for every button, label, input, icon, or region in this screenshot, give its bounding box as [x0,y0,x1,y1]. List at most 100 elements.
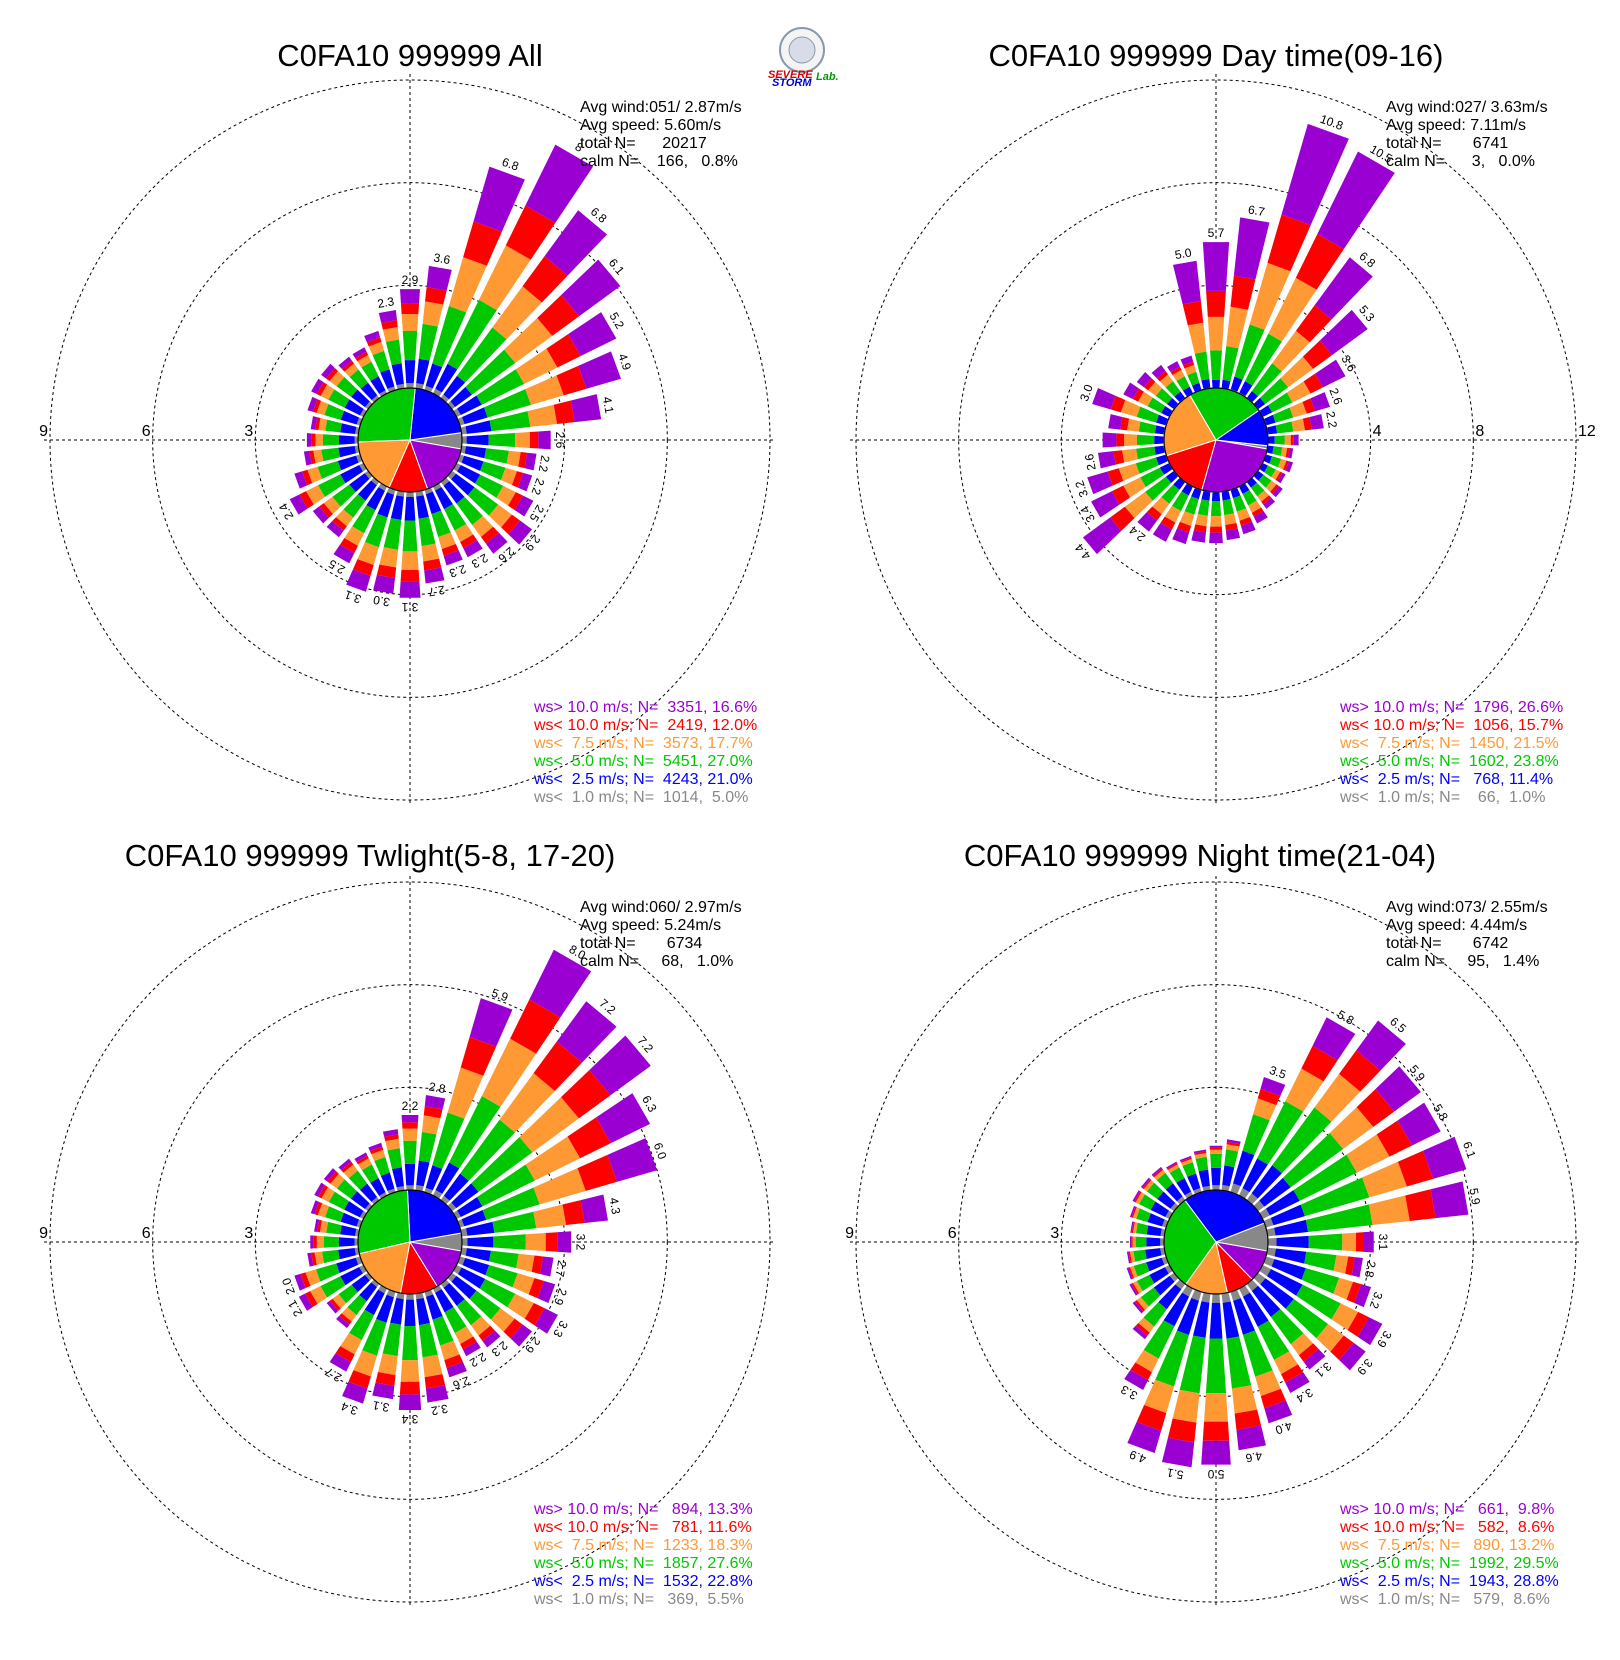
bar-segment-lt5 [1136,434,1155,446]
bar-segment-gt10 [346,569,371,592]
bar-segment-lt75 [472,516,494,537]
bar-segment-lt75 [1342,1232,1356,1252]
bar-segment-lt10 [1167,1418,1197,1443]
bar-segment-gt10 [303,450,312,466]
bar-segment-lt5 [1140,467,1165,488]
bar-segment-lt75 [421,1115,441,1135]
bar-segment-lt25 [349,473,370,493]
bar-segment-lt10 [1193,524,1207,533]
bar-segment-lt25 [462,1258,490,1276]
bar-segment-lt5 [1234,324,1265,380]
bar-segment-lt5 [1155,388,1173,405]
bar-segment-gt10 [1201,1440,1231,1465]
bar-segment-lt25 [1242,1292,1269,1327]
legend-entry-lt75: ws< 7.5 m/s; N= 890, 13.2% [1339,1537,1554,1554]
bar-segment-lt5 [1293,1154,1357,1201]
bar-segment-lt75 [470,1316,491,1336]
bar-segment-gt10 [1092,387,1116,410]
bar-segment-lt75 [1236,508,1250,521]
bar-segment-lt25 [466,1221,495,1236]
bar-segment-lt5 [1133,1262,1150,1277]
bar-segment-lt5 [492,1211,537,1233]
bar-segment-lt1 [453,408,461,418]
bar-segment-lt1 [432,483,442,491]
bar-segment-lt1 [1201,1292,1211,1303]
bar-segment-lt5 [475,474,504,498]
bar-segment-lt10 [1202,1421,1230,1441]
bar-segment-lt25 [434,486,453,510]
bar-segment-lt75 [1291,418,1305,432]
bar-segment-lt10 [318,1185,329,1199]
bar-segment-lt10 [1275,471,1283,482]
bar-segment-lt75 [1164,505,1182,523]
bar-segment-lt10 [1206,290,1226,317]
bar-segment-gt10 [326,1300,339,1314]
bar-total-label: 2.2 [402,1099,419,1113]
bar-segment-lt5 [372,350,390,373]
bar-total-label: 3.1 [401,600,418,614]
bar-segment-lt5 [343,494,366,518]
bar-segment-lt5 [336,1179,358,1199]
bar-segment-lt5 [418,516,436,547]
bar-segment-lt75 [378,1353,398,1376]
bar-segment-gt10 [373,574,395,594]
bar-segment-lt10 [1295,233,1344,290]
bar-segment-lt75 [1290,1333,1314,1356]
bar-segment-lt25 [1191,488,1202,500]
bar-total-label: 2.9 [551,1287,570,1308]
bar-segment-lt10 [577,1154,618,1191]
bar-segment-lt5 [432,1112,465,1169]
bar-total-label: 5.1 [1165,1465,1184,1482]
bar-segment-lt25 [1155,454,1168,466]
bar-segment-lt10 [1113,450,1125,465]
bar-segment-lt75 [379,547,399,568]
bar-segment-lt10 [1239,516,1253,526]
bar-segment-lt10 [339,1313,352,1325]
bar-segment-lt75 [525,1136,581,1181]
bar-segment-lt25 [443,375,466,400]
bar-segment-lt75 [1136,1297,1149,1311]
bar-segment-lt5 [361,1164,379,1183]
bar-segment-gt10 [607,1138,658,1182]
bar-segment-gt10 [544,210,608,276]
bar-segment-gt10 [1319,309,1368,355]
bar-segment-lt25 [1221,379,1231,389]
bar-segment-lt10 [1160,516,1176,530]
bar-segment-lt75 [1194,1152,1207,1159]
bar-segment-gt10 [294,1273,306,1291]
bar-segment-lt5 [403,1140,417,1164]
bar-segment-lt5 [1251,363,1282,397]
bar-segment-lt10 [478,1325,495,1342]
bar-segment-lt1 [415,1184,424,1192]
bar-segment-lt10 [1267,214,1311,272]
bar-segment-lt75 [1129,1250,1136,1263]
bar-segment-lt25 [435,1289,454,1313]
bar-segment-lt1 [460,426,467,435]
bar-segment-gt10 [514,495,534,517]
bar-segment-lt75 [533,1168,586,1205]
bar-segment-lt10 [424,1374,446,1389]
bar-segment-lt1 [406,1293,414,1300]
bar-segment-lt25 [344,399,364,416]
bar-segment-lt75 [1154,1169,1166,1181]
bar-segment-lt75 [357,354,372,368]
bar-segment-lt1 [387,1188,396,1195]
bar-segment-lt10 [1167,1162,1178,1171]
bar-segment-gt10 [1272,486,1283,498]
bar-segment-lt25 [357,480,377,501]
bar-segment-lt10 [1346,1281,1362,1304]
bar-total-label: 4.0 [1273,1418,1294,1437]
stat-line: Avg speed: 5.24m/s [580,917,721,934]
ring-label: 3 [244,423,253,440]
bar-segment-gt10 [1193,1149,1207,1154]
bar-segment-lt5 [1272,1107,1332,1174]
bar-segment-lt25 [360,382,378,400]
bar-segment-lt1 [415,383,424,390]
bar-segment-lt10 [1110,506,1135,531]
bar-segment-lt5 [432,306,467,368]
bar-total-label: 3.1 [342,587,363,606]
bar-segment-gt10 [338,356,352,370]
bar-total-label: 3.2 [430,1401,449,1418]
bar-segment-lt1 [1184,1191,1194,1199]
bar-segment-gt10 [311,378,324,395]
